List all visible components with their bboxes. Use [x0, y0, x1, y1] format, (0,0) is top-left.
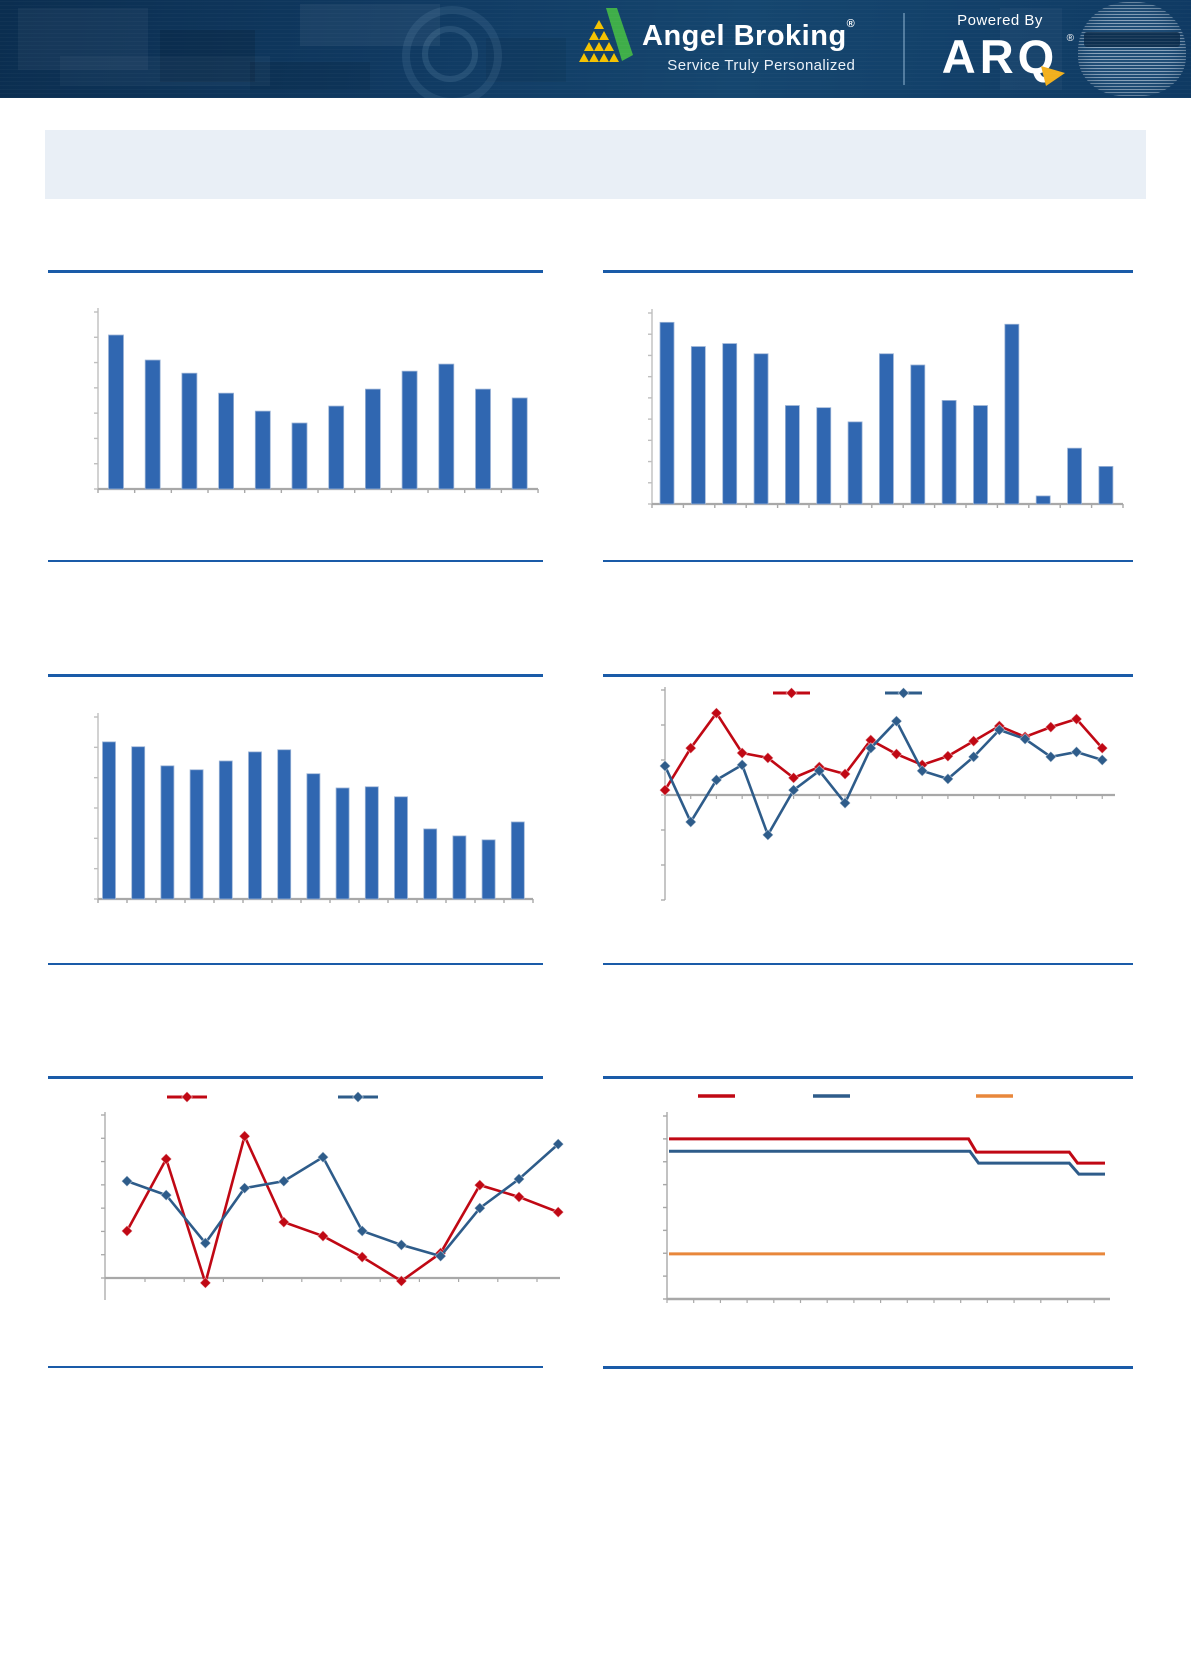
hologram-face-graphic [1078, 2, 1186, 96]
source-rule [603, 560, 1133, 562]
brand-tagline: Service Truly Personalized [667, 57, 856, 74]
header-pattern-rect [60, 56, 270, 86]
header-pattern-rect [300, 4, 440, 46]
section-divider [48, 270, 543, 273]
arq-logo: ARQ ® [916, 31, 1084, 87]
source-rule [48, 963, 543, 965]
bar-chart-middle-left [94, 713, 534, 903]
header-pattern-rect [1000, 8, 1062, 90]
powered-by-block: Powered By ARQ ® [916, 12, 1084, 87]
header-pattern-rect [486, 38, 566, 82]
header-banner: Angel Broking® Service Truly Personalize… [0, 0, 1191, 98]
powered-by-label: Powered By [957, 12, 1043, 29]
section-divider [603, 270, 1133, 273]
header-pattern-rect [18, 8, 148, 70]
source-rule [48, 1366, 543, 1368]
brand-block: Angel Broking® Service Truly Personalize… [642, 18, 855, 74]
arq-registered-mark: ® [1066, 33, 1074, 44]
header-pattern-rect [160, 30, 255, 82]
bar-chart-top-left [94, 308, 539, 493]
arq-triangle-icon [1041, 66, 1065, 86]
brand-name-text: Angel Broking [642, 20, 847, 52]
arq-logo-text: ARQ [941, 30, 1059, 83]
header-pattern-rect [250, 62, 370, 90]
angel-broking-logo-icon [579, 8, 633, 62]
source-rule [48, 560, 543, 562]
line-chart-middle-right [658, 686, 1115, 901]
section-divider [48, 1076, 543, 1079]
header-divider [903, 13, 905, 85]
source-rule [603, 963, 1133, 965]
header-pattern-circle [422, 26, 478, 82]
header-pattern-circle [402, 6, 502, 98]
section-divider [603, 1076, 1133, 1079]
section-divider [48, 674, 543, 677]
source-rule [603, 1366, 1133, 1369]
step-line-chart-bottom-right [663, 1094, 1110, 1303]
line-chart-bottom-left [101, 1090, 565, 1300]
summary-panel [45, 130, 1146, 199]
brand-name: Angel Broking® [642, 18, 855, 53]
brand-registered-mark: ® [846, 18, 856, 30]
visor-band [1084, 32, 1180, 47]
section-divider [603, 674, 1133, 677]
bar-chart-top-right [648, 309, 1124, 508]
